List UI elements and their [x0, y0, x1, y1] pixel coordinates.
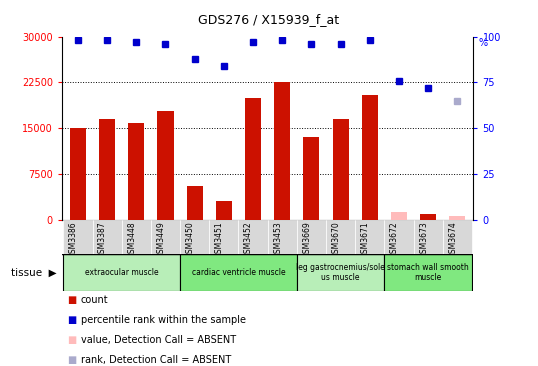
Text: GSM3669: GSM3669: [302, 221, 312, 258]
Text: ■: ■: [67, 315, 76, 325]
Text: ■: ■: [67, 355, 76, 365]
FancyBboxPatch shape: [385, 254, 472, 291]
FancyBboxPatch shape: [443, 220, 472, 254]
Text: count: count: [81, 295, 108, 305]
Bar: [303, 137, 320, 220]
Bar: [245, 98, 261, 220]
Text: percentile rank within the sample: percentile rank within the sample: [81, 315, 246, 325]
Bar: [420, 214, 436, 220]
Text: GSM3453: GSM3453: [273, 221, 282, 258]
Text: GDS276 / X15939_f_at: GDS276 / X15939_f_at: [199, 12, 339, 26]
Bar: [216, 201, 232, 220]
Text: GSM3386: GSM3386: [69, 221, 78, 258]
Text: GSM3448: GSM3448: [128, 221, 136, 258]
Text: %: %: [479, 38, 488, 48]
FancyBboxPatch shape: [385, 220, 414, 254]
Bar: [274, 82, 291, 220]
FancyBboxPatch shape: [238, 220, 267, 254]
Text: GSM3673: GSM3673: [419, 221, 428, 258]
FancyBboxPatch shape: [355, 220, 385, 254]
FancyBboxPatch shape: [297, 220, 326, 254]
Text: rank, Detection Call = ABSENT: rank, Detection Call = ABSENT: [81, 355, 231, 365]
Bar: [128, 123, 144, 220]
Bar: [391, 212, 407, 220]
Text: value, Detection Call = ABSENT: value, Detection Call = ABSENT: [81, 335, 236, 345]
Bar: [187, 186, 203, 220]
FancyBboxPatch shape: [297, 254, 385, 291]
FancyBboxPatch shape: [93, 220, 122, 254]
Bar: [362, 94, 378, 220]
Bar: [449, 216, 465, 220]
FancyBboxPatch shape: [63, 220, 93, 254]
Text: tissue  ▶: tissue ▶: [11, 268, 56, 278]
FancyBboxPatch shape: [180, 220, 209, 254]
Text: GSM3452: GSM3452: [244, 221, 253, 258]
FancyBboxPatch shape: [267, 220, 297, 254]
Bar: [70, 128, 86, 220]
Text: stomach wall smooth
muscle: stomach wall smooth muscle: [387, 263, 469, 283]
Text: GSM3674: GSM3674: [448, 221, 457, 258]
FancyBboxPatch shape: [63, 254, 180, 291]
FancyBboxPatch shape: [180, 254, 297, 291]
Text: extraocular muscle: extraocular muscle: [85, 268, 159, 277]
Text: GSM3672: GSM3672: [390, 221, 399, 258]
Text: leg gastrocnemius/sole
us muscle: leg gastrocnemius/sole us muscle: [296, 263, 385, 283]
Text: GSM3387: GSM3387: [98, 221, 107, 258]
Text: ■: ■: [67, 295, 76, 305]
Text: GSM3670: GSM3670: [331, 221, 341, 258]
Text: GSM3451: GSM3451: [215, 221, 224, 258]
Bar: [99, 119, 115, 220]
Text: GSM3450: GSM3450: [186, 221, 195, 258]
Bar: [158, 111, 174, 220]
FancyBboxPatch shape: [209, 220, 238, 254]
Bar: [332, 119, 349, 220]
Text: GSM3671: GSM3671: [361, 221, 370, 258]
FancyBboxPatch shape: [414, 220, 443, 254]
FancyBboxPatch shape: [122, 220, 151, 254]
FancyBboxPatch shape: [326, 220, 355, 254]
Text: cardiac ventricle muscle: cardiac ventricle muscle: [192, 268, 285, 277]
Text: ■: ■: [67, 335, 76, 345]
Text: GSM3449: GSM3449: [157, 221, 166, 258]
FancyBboxPatch shape: [151, 220, 180, 254]
